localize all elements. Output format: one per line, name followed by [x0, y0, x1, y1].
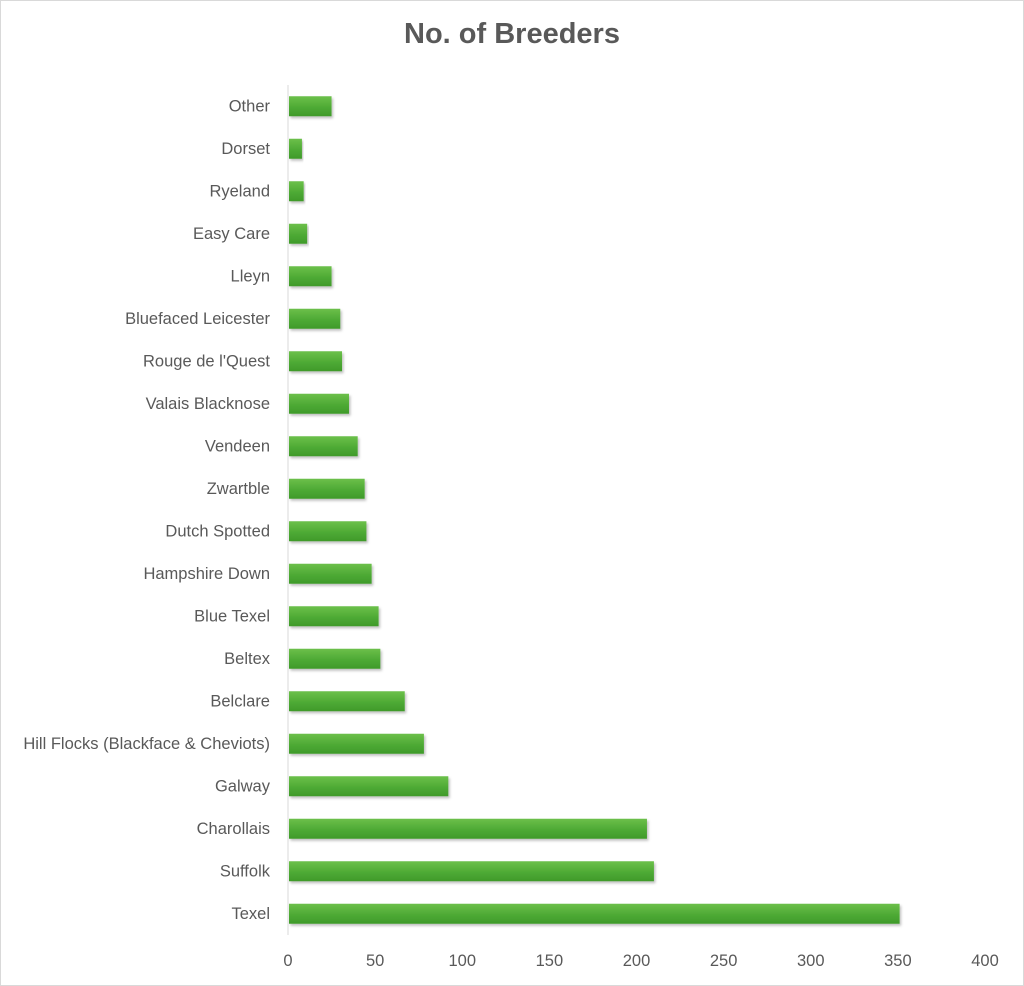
- x-tick-label-400: 400: [971, 952, 999, 970]
- bar-easy-care: [289, 223, 308, 244]
- chart-title: No. of Breeders: [404, 18, 620, 50]
- category-label-texel: Texel: [231, 905, 270, 923]
- category-label-zwartble: Zwartble: [207, 480, 270, 498]
- bar-vendeen: [289, 436, 358, 457]
- x-tick-label-150: 150: [536, 952, 564, 970]
- bar-texel: [289, 903, 900, 924]
- category-label-galway: Galway: [215, 777, 271, 795]
- category-label-belclare: Belclare: [210, 692, 270, 710]
- category-label-blue-texel: Blue Texel: [194, 607, 270, 625]
- category-label-valais-blacknose: Valais Blacknose: [146, 395, 270, 413]
- x-tick-label-100: 100: [448, 952, 476, 970]
- bar-bluefaced-leicester: [289, 308, 341, 329]
- bar-hill-flocks-blackface-cheviots: [289, 733, 424, 754]
- category-label-hill-flocks-blackface-cheviots: Hill Flocks (Blackface & Cheviots): [23, 735, 270, 753]
- bar-dutch-spotted: [289, 521, 367, 542]
- bar-rouge-de-l-quest: [289, 351, 343, 372]
- x-tick-label-300: 300: [797, 952, 825, 970]
- x-tick-label-0: 0: [283, 952, 292, 970]
- category-label-suffolk: Suffolk: [220, 862, 271, 880]
- bar-belclare: [289, 691, 405, 712]
- category-label-easy-care: Easy Care: [193, 225, 270, 243]
- category-label-rouge-de-l-quest: Rouge de l'Quest: [143, 352, 270, 370]
- x-tick-label-350: 350: [884, 952, 912, 970]
- x-tick-labels: 0 50 100 150 200 250 300 350 400: [283, 952, 998, 970]
- bar-beltex: [289, 648, 381, 669]
- bar-zwartble: [289, 478, 365, 499]
- category-label-vendeen: Vendeen: [205, 437, 270, 455]
- category-labels: Texel Suffolk Charollais Galway Hill Flocks …: [23, 97, 270, 923]
- category-label-lleyn: Lleyn: [231, 267, 270, 285]
- bar-ryeland: [289, 181, 304, 202]
- bar-charollais: [289, 818, 647, 839]
- bar-other: [289, 96, 332, 117]
- category-label-bluefaced-leicester: Bluefaced Leicester: [125, 310, 270, 328]
- bar-lleyn: [289, 266, 332, 287]
- bars-group: [289, 96, 900, 924]
- category-label-ryeland: Ryeland: [209, 182, 270, 200]
- bar-hampshire-down: [289, 563, 372, 584]
- x-tick-label-50: 50: [366, 952, 384, 970]
- x-tick-label-250: 250: [710, 952, 738, 970]
- bar-blue-texel: [289, 606, 379, 627]
- category-label-other: Other: [229, 97, 271, 115]
- category-label-charollais: Charollais: [197, 820, 270, 838]
- bar-galway: [289, 776, 449, 797]
- category-label-beltex: Beltex: [224, 650, 271, 668]
- category-label-dorset: Dorset: [221, 140, 270, 158]
- category-label-dutch-spotted: Dutch Spotted: [165, 522, 270, 540]
- bar-suffolk: [289, 861, 654, 882]
- bar-valais-blacknose: [289, 393, 349, 414]
- category-label-hampshire-down: Hampshire Down: [143, 565, 270, 583]
- x-tick-label-200: 200: [623, 952, 651, 970]
- bar-dorset: [289, 138, 302, 159]
